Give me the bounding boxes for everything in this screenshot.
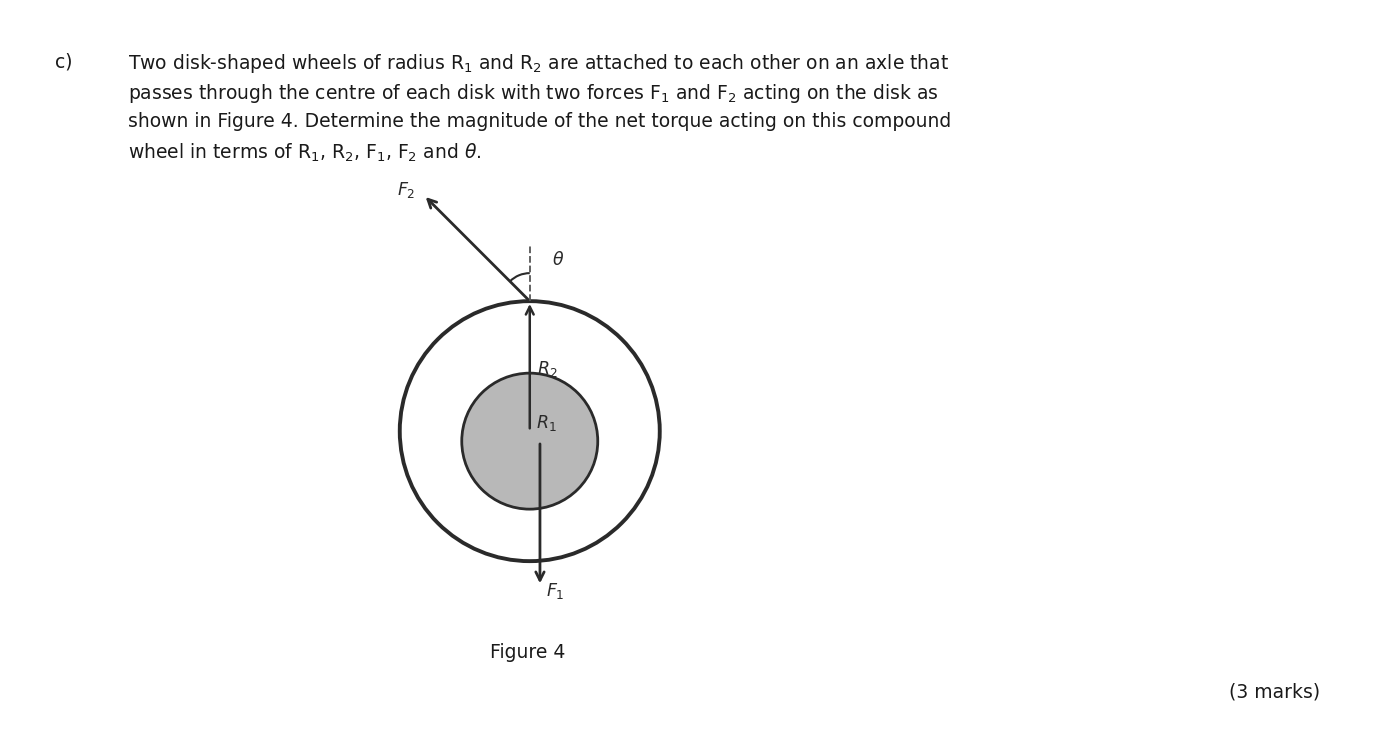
Text: $R_2$: $R_2$ [537, 359, 557, 379]
Text: $F_2$: $F_2$ [398, 180, 416, 200]
Text: passes through the centre of each disk with two forces F$_1$ and F$_2$ acting on: passes through the centre of each disk w… [128, 82, 938, 105]
Ellipse shape [400, 301, 659, 561]
Text: Figure 4: Figure 4 [490, 643, 566, 662]
Text: c): c) [55, 52, 73, 71]
Ellipse shape [462, 373, 597, 509]
Text: (3 marks): (3 marks) [1229, 683, 1320, 702]
Text: $R_1$: $R_1$ [535, 413, 556, 433]
Text: Two disk-shaped wheels of radius R$_1$ and R$_2$ are attached to each other on a: Two disk-shaped wheels of radius R$_1$ a… [128, 52, 949, 75]
Text: $\theta$: $\theta$ [552, 251, 564, 269]
Text: wheel in terms of R$_1$, R$_2$, F$_1$, F$_2$ and $\theta$.: wheel in terms of R$_1$, R$_2$, F$_1$, F… [128, 142, 482, 164]
Text: shown in Figure 4. Determine the magnitude of the net torque acting on this comp: shown in Figure 4. Determine the magnitu… [128, 112, 951, 131]
Text: $F_1$: $F_1$ [546, 581, 564, 601]
